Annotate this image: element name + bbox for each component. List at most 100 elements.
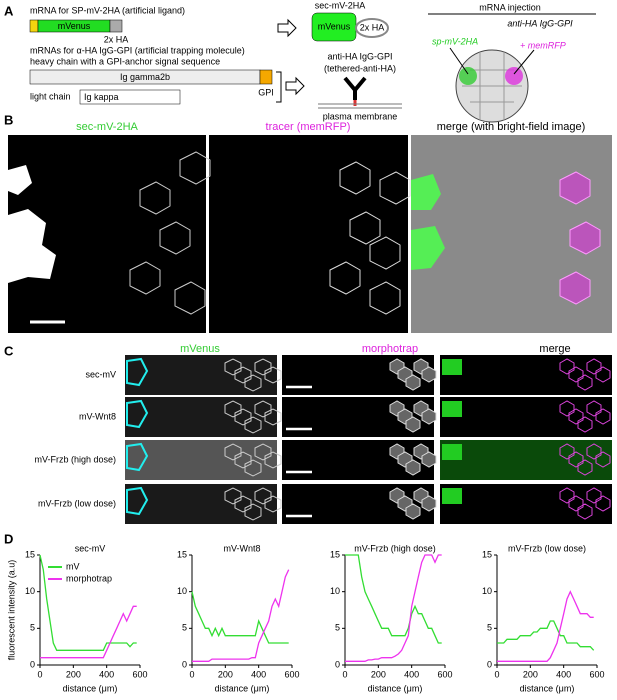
arrow [277,18,297,38]
series-line [192,569,290,662]
text: heavy chain with a GPI-anchor signal seq… [30,56,220,66]
text: mRNA injection [479,2,541,12]
text: 2x HA [360,22,385,32]
x-tick-label: 400 [99,669,114,679]
y-tick-label: 0 [487,659,492,669]
cells [442,359,462,375]
micrograph [125,484,277,524]
row-label: mV-Frzb (low dose) [38,498,116,508]
micrograph [125,355,277,395]
y-tick-label: 10 [177,586,187,596]
y-tick-label: 15 [330,549,340,559]
y-tick-label: 5 [182,623,187,633]
text: mVenus [58,21,91,31]
text: Ig gamma2b [120,72,170,82]
cells [264,495,282,513]
cells [405,416,421,433]
row-label: mV-Frzb (high dose) [34,454,116,464]
cells [568,408,584,425]
x-tick-label: 200 [371,669,386,679]
heading: sec-mV-2HA [76,121,138,133]
clone-outline [126,442,149,472]
x-tick-label: 600 [284,669,299,679]
cells [411,174,445,270]
cells [442,488,462,504]
injection-site [459,67,477,85]
segment [29,19,39,33]
chart-title: mV-Wnt8 [223,543,260,553]
cells [559,487,575,504]
row-label: sec-mV [85,369,116,379]
cells [329,161,411,315]
x-tick-label: 200 [218,669,233,679]
injection-site [505,67,523,85]
heading: merge (with bright-field image) [437,121,586,133]
cells [421,451,437,468]
x-axis-label: distance (μm) [368,683,423,693]
cells [224,358,242,376]
cells [244,459,262,477]
cells [442,444,462,460]
cells [234,408,252,426]
panel-label: C [4,343,14,358]
needle [449,47,469,75]
cells [254,487,272,505]
cells [421,408,437,425]
cells [254,443,272,461]
micrograph [209,135,408,333]
x-axis-label: distance (μm) [63,683,118,693]
cells [264,366,282,384]
x-tick-label: 0 [494,669,499,679]
cells [254,400,272,418]
cells [595,495,611,512]
y-tick-label: 10 [25,586,35,596]
segment [259,69,273,85]
cells [577,374,593,391]
cells [264,451,282,469]
panel-label: B [4,112,13,127]
x-tick-label: 400 [404,669,419,679]
chart-title: mV-Frzb (low dose) [508,543,586,553]
text: Ig kappa [84,92,119,102]
segment [109,19,123,33]
text: mRNAs for α-HA IgG-GPI (artificial trapp… [30,45,245,55]
cells [595,366,611,383]
cells [264,408,282,426]
series-line [497,590,594,662]
clone-outline [126,486,149,516]
clone-outline [126,399,149,429]
clone-outline [126,357,149,387]
cells [577,416,593,433]
y-tick-label: 5 [487,623,492,633]
x-axis-label: distance (μm) [215,683,270,693]
chart-title: mV-Frzb (high dose) [354,543,436,553]
series-line [497,620,595,651]
cells [559,400,575,417]
cells [421,366,437,383]
antibody [343,76,367,100]
micrograph [125,397,277,437]
cells [559,443,575,460]
segment [79,89,181,105]
cells [577,459,593,476]
y-tick-label: 15 [482,549,492,559]
heading: morphotrap [362,343,418,355]
series-line [345,554,442,662]
y-tick-label: 0 [182,659,187,669]
x-axis-label: distance (μm) [520,683,575,693]
cells [595,408,611,425]
legend-label: morphotrap [66,573,112,583]
cells [586,358,602,375]
cells [442,401,462,417]
text: mVenus [318,21,351,31]
text: plasma membrane [323,111,398,121]
cells [568,366,584,383]
panel-label: A [4,3,14,18]
heading: tracer (memRFP) [266,121,351,133]
y-tick-label: 10 [330,586,340,596]
cells [586,443,602,460]
cells [234,366,252,384]
text: light chain [30,91,71,101]
text: (tethered-anti-HA) [324,63,396,73]
